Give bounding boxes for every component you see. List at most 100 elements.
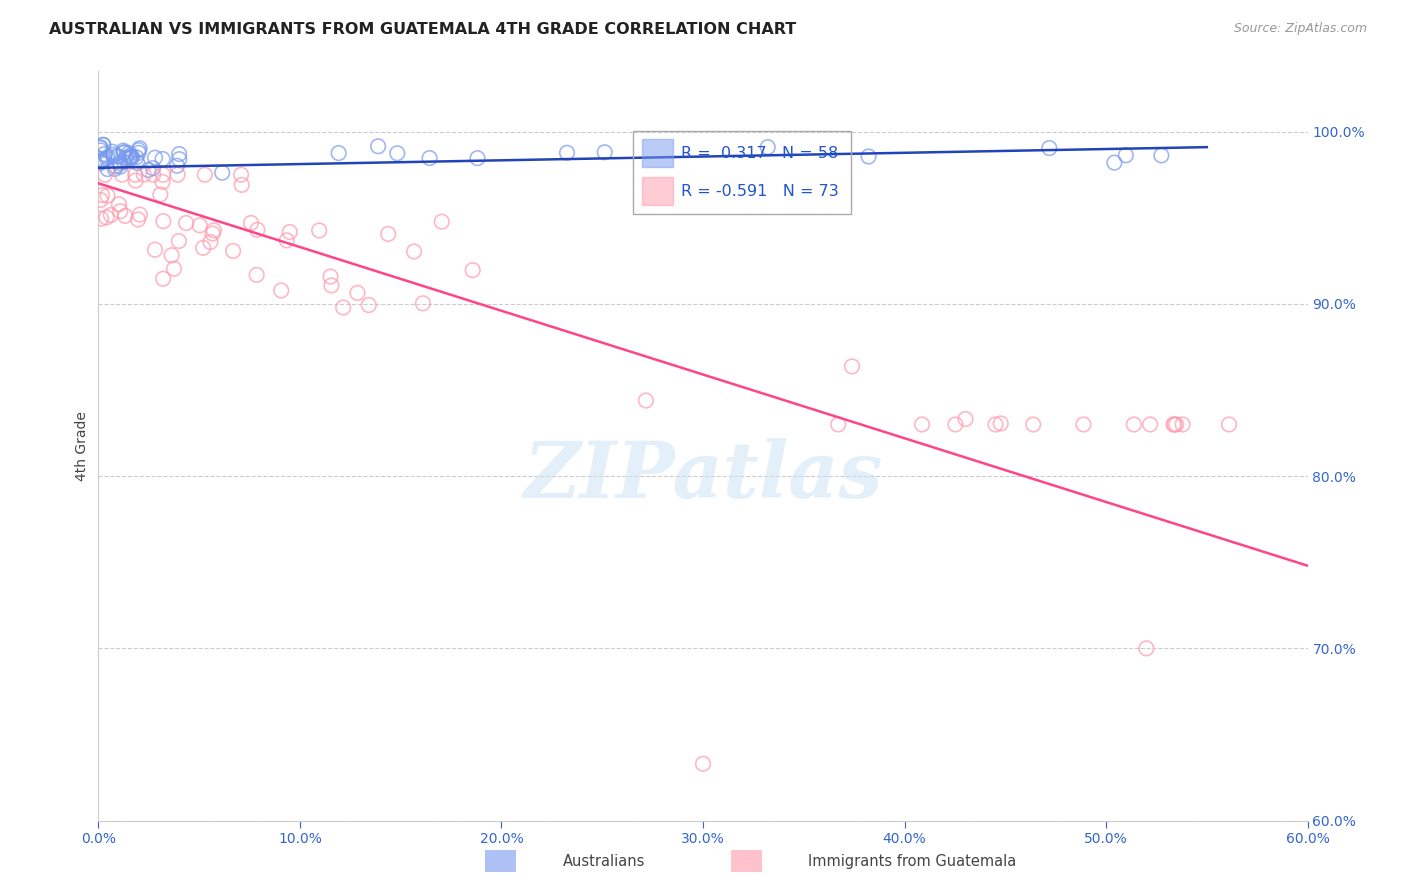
Point <box>167 147 190 161</box>
Point <box>97 150 120 164</box>
Point <box>104 160 127 174</box>
Point <box>90 155 112 169</box>
Point <box>152 271 174 285</box>
Point <box>1122 417 1144 432</box>
Point <box>142 161 165 176</box>
Bar <box>643 139 672 168</box>
Point <box>103 147 125 161</box>
Point <box>96 211 118 225</box>
Point <box>110 160 132 174</box>
Point <box>276 233 298 247</box>
Point <box>321 278 343 293</box>
Point <box>114 151 136 165</box>
Point <box>110 204 132 219</box>
Point <box>634 393 657 408</box>
Point <box>174 216 197 230</box>
Point <box>96 188 118 202</box>
Point <box>827 417 849 432</box>
Point <box>841 359 863 374</box>
Point <box>91 138 114 153</box>
Point <box>93 147 115 161</box>
Point <box>231 178 253 192</box>
Point <box>89 141 111 155</box>
Point <box>107 150 129 164</box>
Point <box>143 243 166 257</box>
Point <box>229 168 252 182</box>
Point <box>136 163 159 178</box>
Point <box>1171 417 1194 432</box>
Point <box>120 148 142 162</box>
Point <box>152 175 174 189</box>
Point <box>246 268 269 282</box>
Point <box>202 223 225 237</box>
Point <box>200 235 222 249</box>
Point <box>97 162 120 177</box>
Point <box>222 244 245 258</box>
Point <box>201 227 224 241</box>
Point <box>124 168 146 182</box>
Bar <box>643 178 672 205</box>
Point <box>990 417 1012 431</box>
Point <box>128 208 150 222</box>
Text: Immigrants from Guatemala: Immigrants from Guatemala <box>808 855 1017 869</box>
Point <box>112 154 135 169</box>
Point <box>692 756 714 771</box>
Point <box>756 140 779 154</box>
Point <box>128 143 150 157</box>
Point <box>121 151 143 165</box>
Point <box>166 168 188 182</box>
Point <box>89 193 111 207</box>
Text: AUSTRALIAN VS IMMIGRANTS FROM GUATEMALA 4TH GRADE CORRELATION CHART: AUSTRALIAN VS IMMIGRANTS FROM GUATEMALA … <box>49 22 796 37</box>
Point <box>91 137 114 152</box>
Point <box>105 149 128 163</box>
Point <box>118 151 141 165</box>
Point <box>132 168 155 182</box>
Point <box>121 149 143 163</box>
Point <box>93 153 115 167</box>
Point <box>127 212 149 227</box>
Point <box>160 248 183 262</box>
Point <box>1163 417 1185 432</box>
Point <box>955 412 977 426</box>
Point <box>166 159 188 173</box>
Point <box>114 209 136 223</box>
Text: Australians: Australians <box>562 855 645 869</box>
Point <box>555 145 578 160</box>
Text: R =  0.317   N = 58: R = 0.317 N = 58 <box>682 145 838 161</box>
Point <box>984 417 1007 432</box>
Point <box>419 151 441 165</box>
Point <box>90 153 112 167</box>
Point <box>163 261 186 276</box>
Point <box>112 145 135 160</box>
Point <box>125 150 148 164</box>
Point <box>124 173 146 187</box>
Point <box>367 139 389 153</box>
Point <box>270 284 292 298</box>
Point <box>152 152 174 166</box>
Point <box>188 219 211 233</box>
Point <box>167 234 190 248</box>
Point <box>240 216 263 230</box>
Point <box>278 225 301 239</box>
Point <box>149 187 172 202</box>
Point <box>332 301 354 315</box>
Point <box>89 155 111 169</box>
Point <box>89 140 111 154</box>
Point <box>246 223 269 237</box>
Point <box>152 168 174 182</box>
Point <box>96 152 118 166</box>
Point <box>911 417 934 432</box>
Point <box>1166 417 1188 432</box>
Text: R = -0.591   N = 73: R = -0.591 N = 73 <box>682 184 839 199</box>
Point <box>194 168 217 182</box>
Point <box>191 241 214 255</box>
Point <box>152 214 174 228</box>
Point <box>91 188 114 202</box>
Point <box>112 144 135 158</box>
Point <box>357 298 380 312</box>
Point <box>110 156 132 170</box>
Point <box>346 285 368 300</box>
Point <box>1218 417 1240 432</box>
Point <box>1115 148 1137 162</box>
Point <box>1104 155 1126 169</box>
